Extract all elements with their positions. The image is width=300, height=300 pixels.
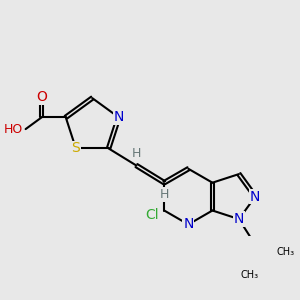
Text: Cl: Cl	[146, 208, 159, 222]
Text: CH₃: CH₃	[241, 271, 259, 281]
Text: HO: HO	[4, 123, 23, 136]
Text: H: H	[160, 188, 169, 201]
Text: CH₃: CH₃	[276, 247, 295, 257]
Text: N: N	[234, 212, 244, 226]
Text: H: H	[132, 147, 141, 160]
Text: N: N	[113, 110, 124, 124]
Text: S: S	[71, 141, 80, 155]
Text: N: N	[250, 190, 260, 204]
Text: N: N	[183, 218, 194, 231]
Text: O: O	[36, 90, 47, 104]
